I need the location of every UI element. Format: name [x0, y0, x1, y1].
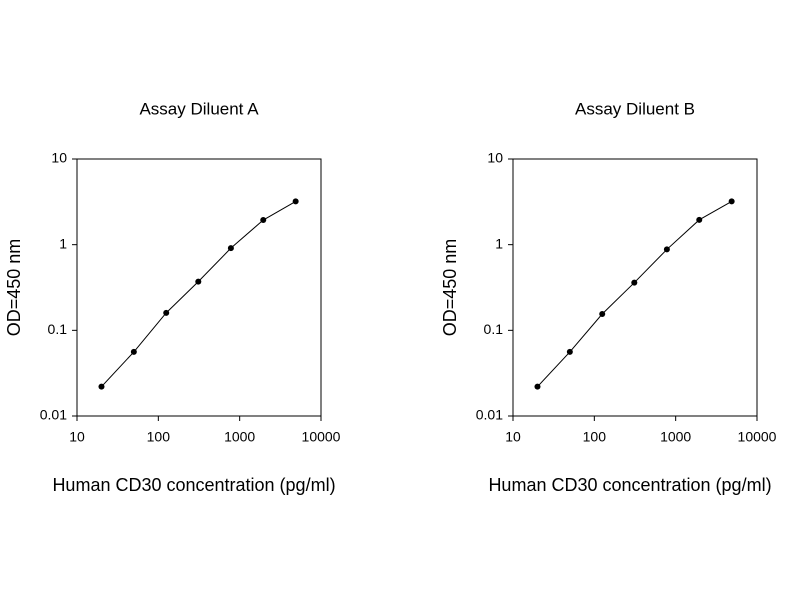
x-tick-label: 10 [69, 429, 85, 445]
data-point [728, 198, 735, 205]
data-point [130, 348, 137, 355]
data-point [227, 245, 234, 252]
data-point [163, 309, 170, 316]
x-tick-label: 10 [505, 429, 521, 445]
series-line [537, 200, 732, 388]
y-tick-label: 1 [59, 235, 67, 251]
y-tick-label: 0.01 [476, 407, 503, 423]
y-tick-label: 10 [51, 150, 67, 166]
data-point [260, 217, 267, 224]
y-tick-label: 0.1 [48, 321, 68, 337]
data-point [599, 311, 606, 318]
data-point [292, 198, 299, 205]
x-tick-label: 10000 [738, 429, 777, 445]
y-axis-label: OD=450 nm [440, 239, 460, 337]
data-point [696, 216, 703, 223]
x-tick-label: 100 [147, 429, 171, 445]
y-axis-label: OD=450 nm [4, 239, 24, 337]
data-point [98, 383, 105, 390]
chart-title: Assay Diluent A [139, 99, 259, 118]
x-axis-label: Human CD30 concentration (pg/ml) [52, 475, 335, 495]
plot-frame [512, 158, 758, 417]
x-tick-label: 1000 [224, 429, 255, 445]
x-tick-label: 10000 [302, 429, 341, 445]
data-point [663, 246, 670, 253]
y-tick-label: 1 [495, 235, 503, 251]
data-point [195, 278, 202, 285]
data-point [631, 279, 638, 286]
data-point [566, 348, 573, 355]
y-tick-label: 0.01 [40, 407, 67, 423]
x-tick-label: 100 [583, 429, 607, 445]
data-point [534, 383, 541, 390]
y-tick-label: 10 [487, 150, 503, 166]
chart-title: Assay Diluent B [575, 99, 695, 118]
series-line [101, 200, 296, 388]
x-axis-label: Human CD30 concentration (pg/ml) [488, 475, 771, 495]
y-tick-label: 0.1 [484, 321, 504, 337]
x-tick-label: 1000 [660, 429, 691, 445]
plot-frame [76, 158, 322, 417]
